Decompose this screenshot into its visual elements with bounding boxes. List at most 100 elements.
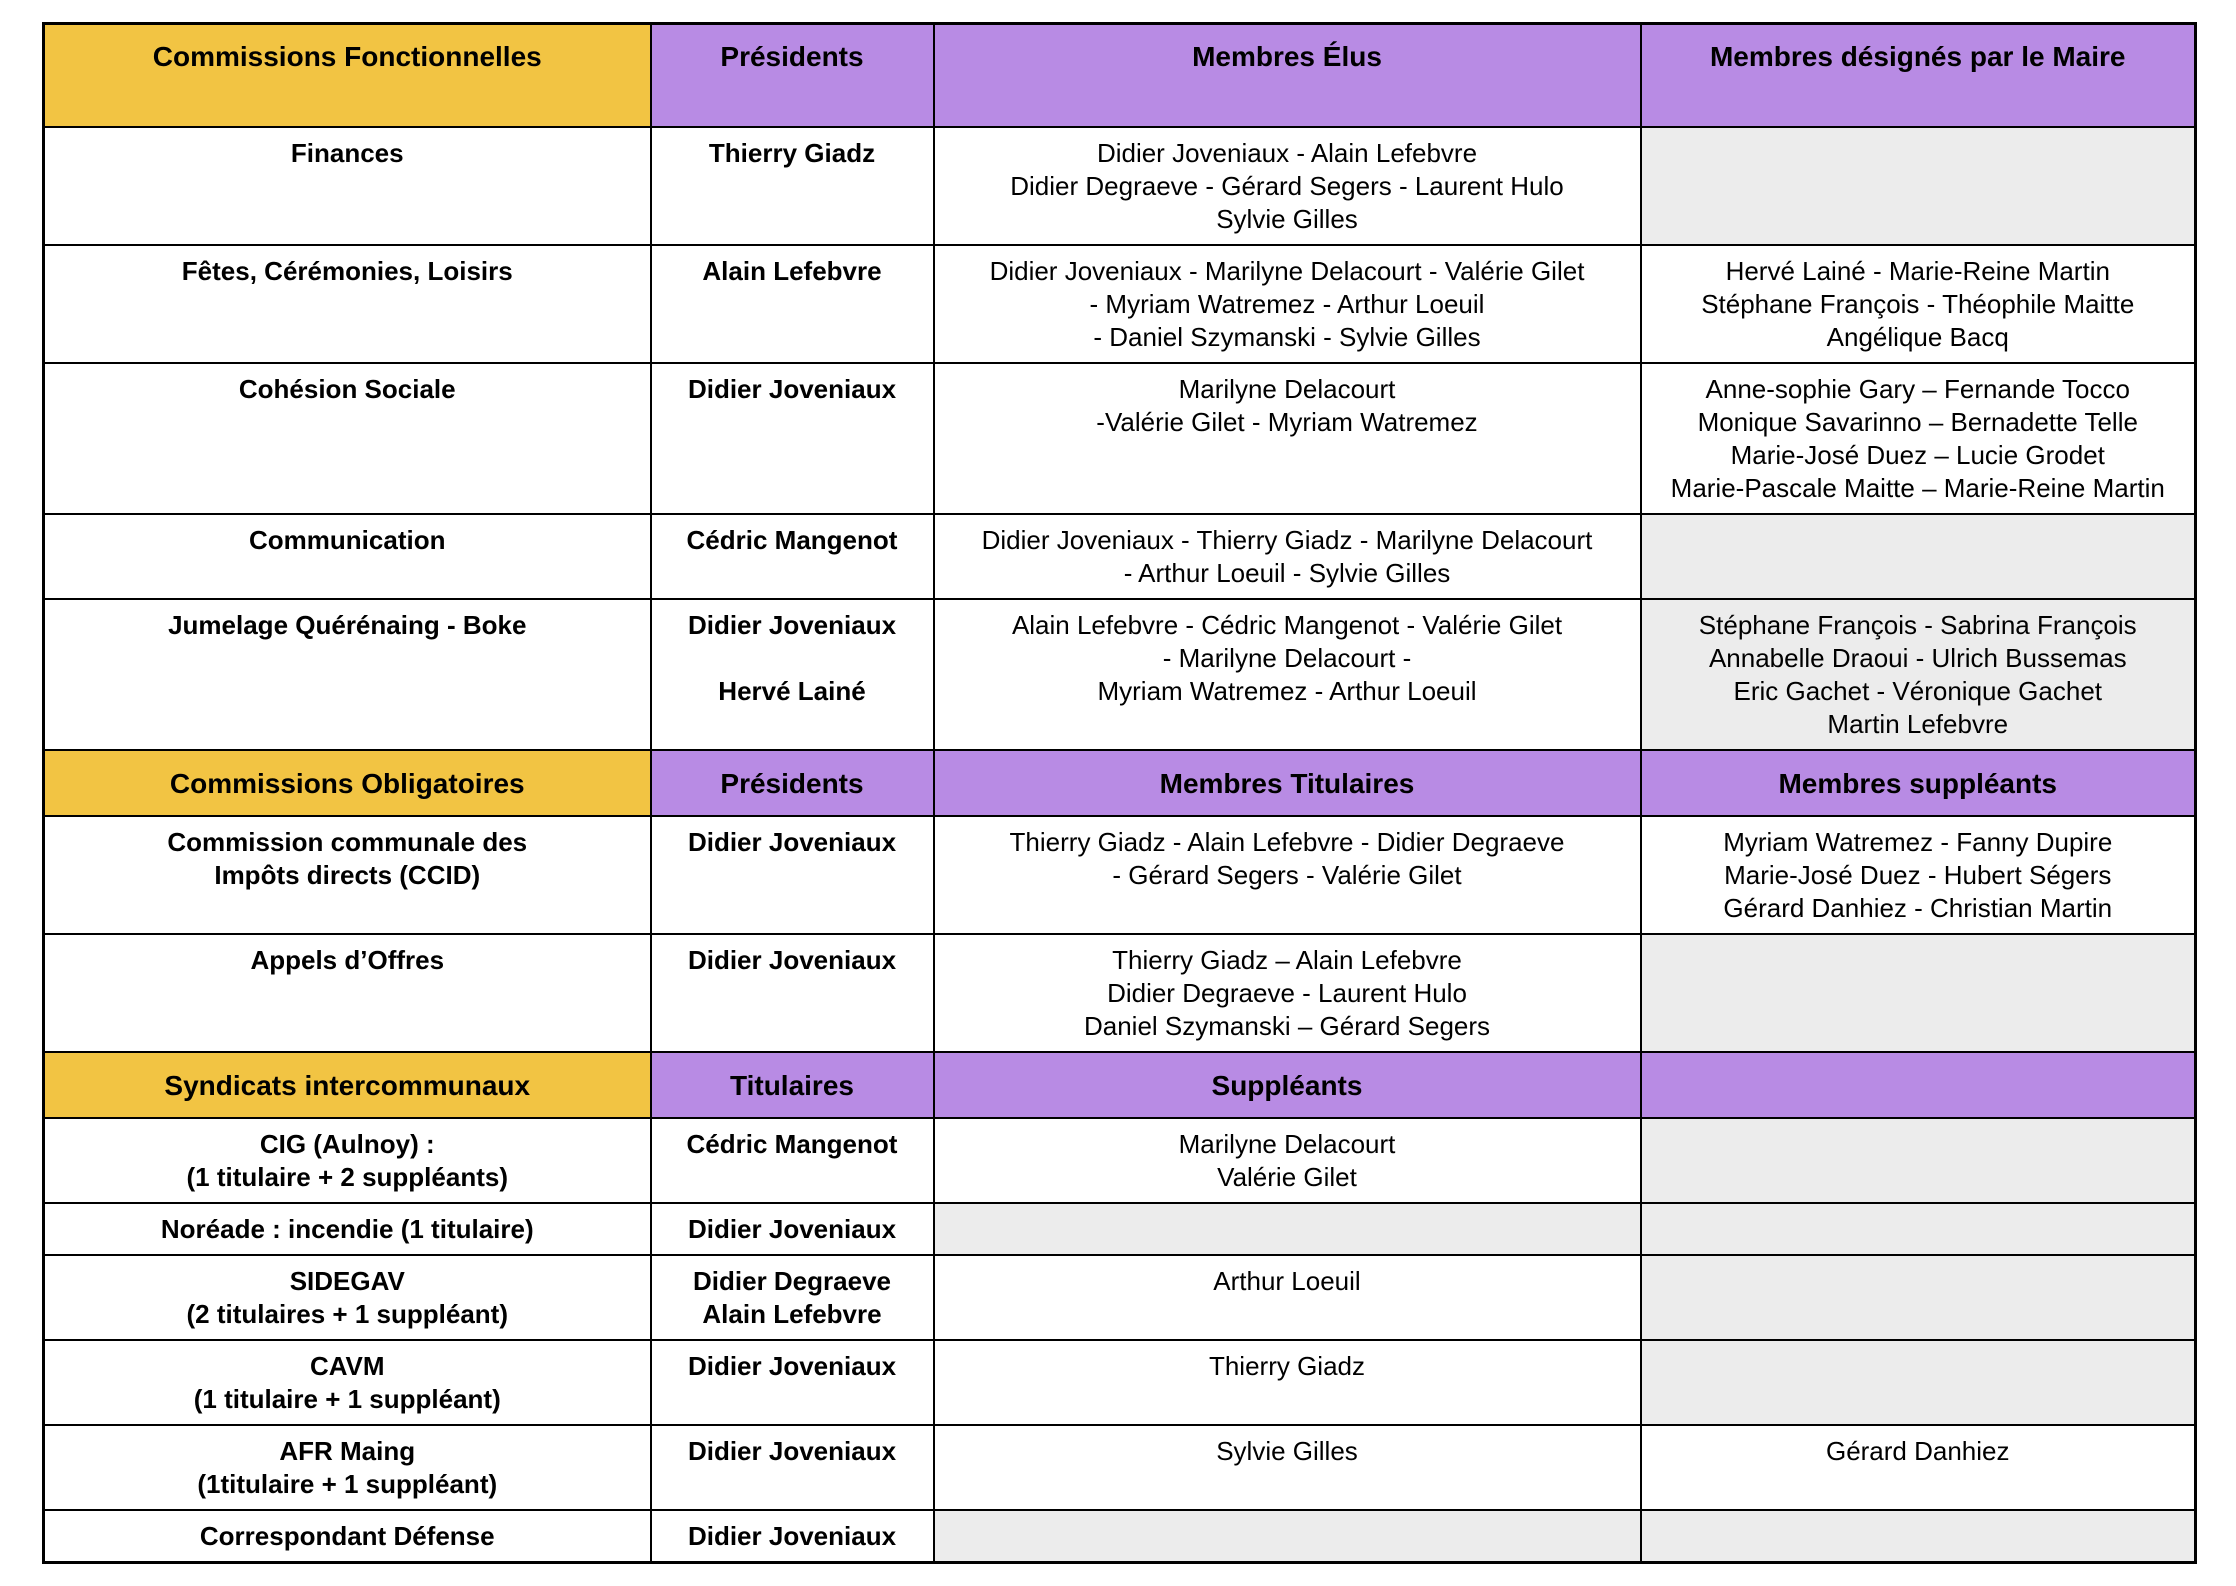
cell-line: [1652, 1265, 2185, 1298]
cell-line: Stéphane François - Théophile Maitte: [1701, 289, 2135, 319]
cell-line: [1652, 1128, 2185, 1161]
table-row: Cohésion Sociale Didier Joveniaux Marilyne…: [42, 362, 2197, 515]
row-label-cell: Fêtes, Cérémonies, Loisirs: [42, 244, 652, 364]
row-label-cell: AFR Maing (1titulaire + 1 suppléant): [42, 1424, 652, 1511]
table-row: Finances Thierry Giadz Didier Joveniaux - …: [42, 126, 2197, 246]
cell-line: Gérard Danhiez: [1825, 1436, 2010, 1466]
cell-line: CIG (Aulnoy) :: [259, 1129, 435, 1159]
cell-line: Anne-sophie Gary – Fernande Tocco: [1705, 374, 2130, 404]
members-cell: Marilyne Delacourt Valérie Gilet: [932, 1117, 1642, 1204]
cell-line: Valérie Gilet: [1217, 1162, 1357, 1192]
section-header-commissions-fonctionnelles: Commissions Fonctionnelles Présidents Memb…: [42, 22, 2197, 128]
cell-line: (2 titulaires + 1 suppléant): [186, 1299, 508, 1329]
column-header-cell: Titulaires: [649, 1051, 935, 1119]
cell-line: [945, 1520, 1630, 1553]
appointed-cell: [1639, 1117, 2197, 1204]
cell-line: [1652, 524, 2185, 557]
cell-line: Daniel Szymanski – Gérard Segers: [1083, 1011, 1491, 1041]
appointed-cell: [1639, 1254, 2197, 1341]
president-cell: Didier Joveniaux: [649, 362, 935, 515]
cell-line: AFR Maing: [279, 1436, 416, 1466]
appointed-cell: Gérard Danhiez: [1639, 1424, 2197, 1511]
president-cell: Didier Joveniaux: [649, 815, 935, 935]
cell-line: - Daniel Szymanski - Sylvie Gilles: [1093, 322, 1481, 352]
cell-line: Didier Joveniaux: [687, 610, 897, 640]
cell-line: Sylvie Gilles: [1216, 204, 1358, 234]
appointed-cell: Hervé Lainé - Marie-Reine Martin Stéphane…: [1639, 244, 2197, 364]
cell-line: Marie-José Duez - Hubert Ségers: [1724, 860, 2112, 890]
row-label-cell: CIG (Aulnoy) : (1 titulaire + 2 suppléant…: [42, 1117, 652, 1204]
cell-line: Thierry Giadz: [1208, 1351, 1366, 1381]
row-label-cell: Communication: [42, 513, 652, 600]
appointed-cell: [1639, 933, 2197, 1053]
cell-line: Didier Joveniaux: [687, 827, 897, 857]
cell-line: -Valérie Gilet - Myriam Watremez: [1096, 407, 1478, 437]
cell-line: - Gérard Segers - Valérie Gilet: [1112, 860, 1462, 890]
section-title-cell: Commissions Fonctionnelles: [42, 22, 652, 128]
cell-line: Fêtes, Cérémonies, Loisirs: [181, 256, 513, 286]
commissions-table-body: Commissions Fonctionnelles Présidents Memb…: [42, 22, 2197, 1564]
cell-line: - Arthur Loeuil - Sylvie Gilles: [1123, 558, 1451, 588]
row-label-cell: Commission communale des Impôts directs (…: [42, 815, 652, 935]
appointed-cell: [1639, 1202, 2197, 1256]
cell-line: Thierry Giadz: [708, 138, 876, 168]
cell-line: Jumelage Quérénaing - Boke: [168, 610, 527, 640]
table-row: Noréade : incendie (1 titulaire) Didier J…: [42, 1202, 2197, 1256]
table-row: Correspondant Défense Didier Joveniaux: [42, 1509, 2197, 1564]
cell-line: Didier Joveniaux - Marilyne Delacourt - …: [989, 256, 1585, 286]
table-row: SIDEGAV (2 titulaires + 1 suppléant) Didie…: [42, 1254, 2197, 1341]
cell-line: Stéphane François - Sabrina François: [1698, 610, 2137, 640]
cell-line: Alain Lefebvre: [702, 1299, 882, 1329]
cell-line: Thierry Giadz – Alain Lefebvre: [1112, 945, 1462, 975]
members-cell: Alain Lefebvre - Cédric Mangenot - Valér…: [932, 598, 1642, 751]
members-cell: Didier Joveniaux - Thierry Giadz - Maril…: [932, 513, 1642, 600]
members-cell: Didier Joveniaux - Alain Lefebvre Didier …: [932, 126, 1642, 246]
cell-line: Annabelle Draoui - Ulrich Bussemas: [1708, 643, 2127, 673]
cell-line: Alain Lefebvre - Cédric Mangenot - Valér…: [1011, 610, 1563, 640]
row-label-cell: CAVM (1 titulaire + 1 suppléant): [42, 1339, 652, 1426]
president-cell: Alain Lefebvre: [649, 244, 935, 364]
members-cell: Didier Joveniaux - Marilyne Delacourt - …: [932, 244, 1642, 364]
table-row: CAVM (1 titulaire + 1 suppléant) Didier Jo…: [42, 1339, 2197, 1426]
members-cell: Marilyne Delacourt -Valérie Gilet - Myria…: [932, 362, 1642, 515]
table-row: Communication Cédric Mangenot Didier Joven…: [42, 513, 2197, 600]
appointed-cell: Anne-sophie Gary – Fernande Tocco Monique…: [1639, 362, 2197, 515]
cell-line: Cohésion Sociale: [238, 374, 456, 404]
row-label-cell: Cohésion Sociale: [42, 362, 652, 515]
appointed-cell: [1639, 1509, 2197, 1564]
president-cell: Didier Joveniaux: [649, 1424, 935, 1511]
cell-line: Cédric Mangenot: [686, 1129, 898, 1159]
cell-line: Cédric Mangenot: [686, 525, 898, 555]
members-cell: Sylvie Gilles: [932, 1424, 1642, 1511]
row-label-cell: Correspondant Défense: [42, 1509, 652, 1564]
cell-line: Commission communale des: [167, 827, 528, 857]
appointed-cell: Myriam Watremez - Fanny Dupire Marie-José…: [1639, 815, 2197, 935]
cell-line: (1 titulaire + 2 suppléants): [186, 1162, 508, 1192]
cell-line: Didier Degraeve - Gérard Segers - Lauren…: [1010, 171, 1564, 201]
cell-line: Didier Joveniaux: [687, 1521, 897, 1551]
cell-line: Myriam Watremez - Fanny Dupire: [1723, 827, 2113, 857]
cell-line: Didier Joveniaux - Thierry Giadz - Maril…: [981, 525, 1593, 555]
cell-line: Impôts directs (CCID): [214, 860, 481, 890]
table-row: Jumelage Quérénaing - Boke Didier Jovenia…: [42, 598, 2197, 751]
cell-line: Didier Joveniaux: [687, 374, 897, 404]
cell-line: Didier Degraeve: [693, 1266, 891, 1296]
president-cell: Didier Degraeve Alain Lefebvre: [649, 1254, 935, 1341]
column-header-cell: Membres Élus: [932, 22, 1642, 128]
cell-line: Angélique Bacq: [1826, 322, 2009, 352]
appointed-cell: [1639, 513, 2197, 600]
commissions-table: Commissions Fonctionnelles Présidents Memb…: [42, 22, 2197, 1564]
row-label-cell: Finances: [42, 126, 652, 246]
column-header-cell: Présidents: [649, 749, 935, 817]
cell-line: (1 titulaire + 1 suppléant): [193, 1384, 501, 1414]
president-cell: Thierry Giadz: [649, 126, 935, 246]
cell-line: [1652, 1350, 2185, 1383]
table-row: Appels d’Offres Didier Joveniaux Thierry G…: [42, 933, 2197, 1053]
cell-line: Marilyne Delacourt: [1178, 374, 1396, 404]
president-cell: Cédric Mangenot: [649, 1117, 935, 1204]
cell-line: SIDEGAV: [289, 1266, 405, 1296]
cell-line: [662, 642, 923, 675]
row-label-cell: SIDEGAV (2 titulaires + 1 suppléant): [42, 1254, 652, 1341]
cell-line: Didier Joveniaux: [687, 1351, 897, 1381]
column-header-cell: Suppléants: [932, 1051, 1642, 1119]
